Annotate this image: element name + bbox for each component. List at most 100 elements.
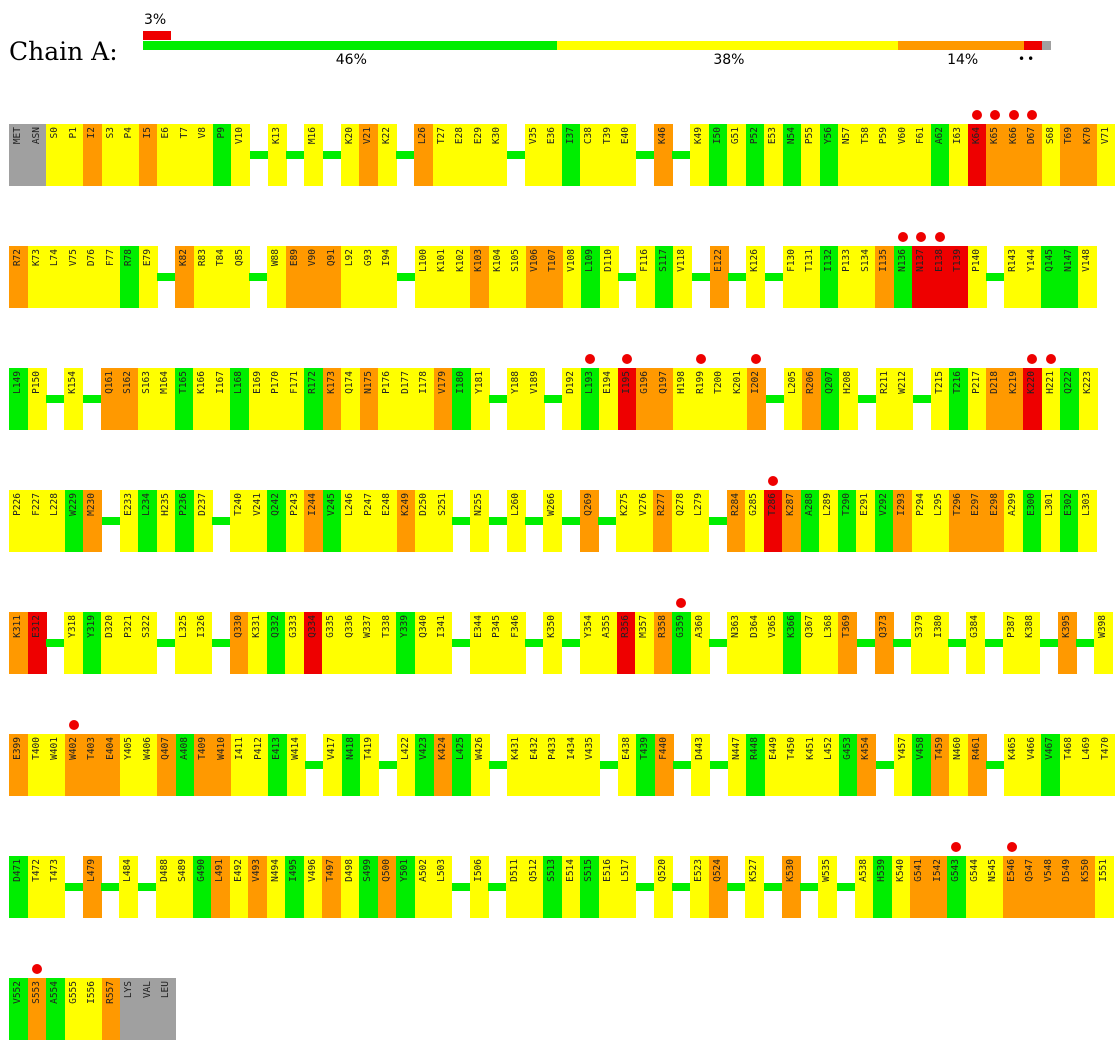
residue-label: W406 [141, 737, 153, 760]
residue-t450: T450 [783, 734, 802, 796]
residue-label: S499 [362, 859, 373, 882]
residue-label: V552 [12, 981, 23, 1004]
residue-label: V106 [528, 249, 540, 272]
residue-t39: T39 [598, 124, 618, 186]
residue-p226: P226 [9, 490, 28, 552]
residue-label: Q332 [269, 615, 281, 638]
outlier-marker [621, 354, 632, 364]
residue-label: V466 [1025, 737, 1037, 760]
residue-e516: E516 [598, 856, 618, 918]
residue-w212: W212 [894, 368, 913, 430]
residue-e438: E438 [617, 734, 637, 796]
gap-link [46, 639, 64, 647]
residue-label: V423 [418, 737, 429, 760]
residue-label: E432 [528, 737, 540, 760]
residue-label: K249 [399, 493, 411, 516]
residue-label: K20 [343, 127, 355, 145]
residue-label: K287 [785, 493, 796, 516]
residue-label: P55 [804, 127, 815, 145]
residue-t473: T473 [46, 856, 65, 918]
outlier-marker [951, 842, 962, 852]
residue-t69: T69 [1060, 124, 1079, 186]
residue-label: E523 [693, 859, 704, 882]
residue-g285: G285 [745, 490, 764, 552]
residue-p140: P140 [967, 246, 987, 308]
residue-label: P52 [748, 127, 760, 145]
residue-n460: N460 [949, 734, 968, 796]
residue-r199: R199 [691, 368, 711, 430]
residue-label: K395 [1060, 615, 1072, 638]
residue-label: E300 [1025, 493, 1037, 516]
residue-k287: K287 [782, 490, 801, 552]
residue-l422: L422 [396, 734, 416, 796]
residue-label: D549 [1061, 859, 1072, 882]
residue-d320: D320 [101, 612, 120, 674]
residue-p150: P150 [27, 368, 47, 430]
residue-label: P387 [1005, 615, 1017, 638]
residue-label: T473 [49, 859, 60, 882]
gap-link [800, 883, 818, 891]
residue-label: K223 [1081, 371, 1093, 394]
residue-q367: Q367 [801, 612, 820, 674]
residue-n447: N447 [727, 734, 747, 796]
residue-s105: S105 [507, 246, 526, 308]
residue-k219: K219 [1004, 368, 1024, 430]
gap-link [618, 273, 636, 281]
residue-label: Y319 [85, 615, 97, 638]
residue-i195: I195 [617, 368, 637, 430]
residue-a408: A408 [175, 734, 195, 796]
outlier-marker [971, 110, 982, 120]
residue-label: N137 [915, 249, 926, 272]
residue-k331: K331 [248, 612, 267, 674]
residue-v35: V35 [524, 124, 544, 186]
residue-label: G453 [841, 737, 853, 760]
residue-p9: P9 [212, 124, 232, 186]
residue-a360: A360 [690, 612, 710, 674]
residue-label: G285 [748, 493, 759, 516]
residue-label: LYS [123, 981, 134, 999]
gap-link [101, 517, 120, 525]
residue-label: L168 [233, 371, 244, 394]
residue-d364: D364 [745, 612, 765, 674]
residue-p243: P243 [285, 490, 305, 552]
residue-label: V435 [584, 737, 595, 760]
residue-label: E516 [601, 859, 613, 882]
residue-v71: V71 [1097, 124, 1115, 186]
residue-label: G51 [730, 127, 741, 145]
residue-d177: D177 [396, 368, 416, 430]
residue-label: D364 [748, 615, 760, 638]
residue-s68: S68 [1041, 124, 1061, 186]
gap-link [765, 395, 784, 403]
residue-label: W266 [546, 493, 557, 516]
summary-segment-green [143, 41, 557, 50]
residue-label: I195 [620, 371, 632, 394]
residue-leu: LEU [157, 978, 176, 1040]
residue-label: V417 [326, 737, 337, 760]
residue-label: P150 [30, 371, 42, 394]
residue-t403: T403 [83, 734, 102, 796]
residue-h221: H221 [1041, 368, 1061, 430]
residue-label: E449 [767, 737, 779, 760]
residue-label: Q207 [823, 371, 835, 394]
residue-i135: I135 [875, 246, 894, 308]
summary-segment-yellow [556, 41, 899, 50]
residue-label: A360 [693, 615, 705, 638]
residue-label: D488 [158, 859, 170, 882]
residue-label: T131 [804, 249, 815, 272]
gap-link [525, 639, 543, 647]
residue-label: G543 [950, 859, 961, 882]
residue-q500: Q500 [377, 856, 397, 918]
outlier-label: 3% [144, 12, 167, 28]
residue-label: Y405 [123, 737, 134, 760]
residue-l74: L74 [46, 246, 65, 308]
residue-label: Q367 [804, 615, 815, 638]
residue-label: L452 [823, 737, 834, 760]
residue-label: D443 [694, 737, 705, 760]
residue-lys: LYS [120, 978, 139, 1040]
residue-s134: S134 [856, 246, 876, 308]
residue-y339: Y339 [396, 612, 415, 674]
gap-link [986, 273, 1004, 281]
residue-g359: G359 [672, 612, 691, 674]
gap-link [728, 273, 746, 281]
residue-label: Y501 [399, 859, 410, 882]
